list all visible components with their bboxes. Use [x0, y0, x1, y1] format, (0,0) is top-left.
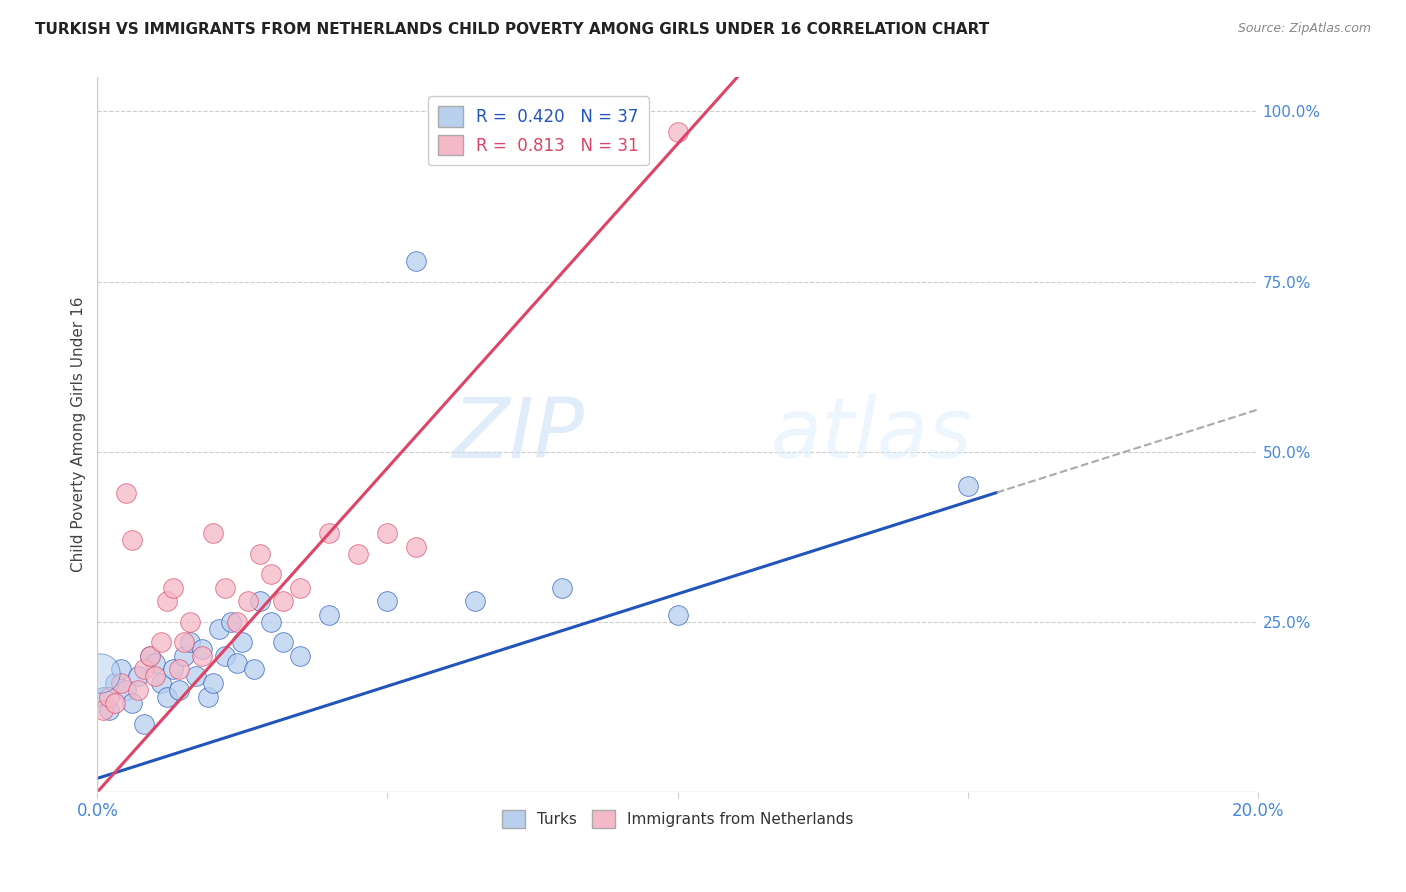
Point	[150, 676, 173, 690]
Point	[97, 703, 120, 717]
Point	[202, 676, 225, 690]
Point	[463, 594, 485, 608]
Point	[550, 581, 572, 595]
Point	[271, 635, 294, 649]
Point	[179, 615, 201, 629]
Point	[127, 669, 149, 683]
Point	[150, 635, 173, 649]
Point	[202, 526, 225, 541]
Point	[318, 526, 340, 541]
Point	[290, 581, 312, 595]
Point	[214, 648, 236, 663]
Point	[156, 594, 179, 608]
Point	[145, 656, 167, 670]
Point	[184, 669, 207, 683]
Point	[238, 594, 260, 608]
Point	[249, 594, 271, 608]
Point	[156, 690, 179, 704]
Point	[121, 697, 143, 711]
Point	[214, 581, 236, 595]
Point	[121, 533, 143, 548]
Point	[167, 682, 190, 697]
Text: ZIP: ZIP	[453, 394, 585, 475]
Point	[225, 615, 247, 629]
Point	[115, 485, 138, 500]
Point	[132, 717, 155, 731]
Point	[110, 676, 132, 690]
Point	[104, 697, 127, 711]
Point	[97, 690, 120, 704]
Point	[666, 607, 689, 622]
Text: Source: ZipAtlas.com: Source: ZipAtlas.com	[1237, 22, 1371, 36]
Point	[377, 526, 399, 541]
Point	[127, 682, 149, 697]
Point	[666, 125, 689, 139]
Point	[91, 703, 114, 717]
Point	[318, 607, 340, 622]
Point	[956, 479, 979, 493]
Point	[138, 648, 160, 663]
Point	[110, 663, 132, 677]
Point	[191, 648, 214, 663]
Y-axis label: Child Poverty Among Girls Under 16: Child Poverty Among Girls Under 16	[72, 297, 86, 573]
Point	[249, 547, 271, 561]
Text: TURKISH VS IMMIGRANTS FROM NETHERLANDS CHILD POVERTY AMONG GIRLS UNDER 16 CORREL: TURKISH VS IMMIGRANTS FROM NETHERLANDS C…	[35, 22, 990, 37]
Point	[179, 635, 201, 649]
Point	[173, 648, 195, 663]
Point	[231, 635, 253, 649]
Point	[271, 594, 294, 608]
Point	[89, 665, 111, 680]
Point	[91, 690, 114, 704]
Point	[405, 254, 427, 268]
Point	[243, 663, 266, 677]
Point	[225, 656, 247, 670]
Point	[162, 581, 184, 595]
Text: atlas: atlas	[770, 394, 972, 475]
Point	[260, 567, 283, 582]
Point	[162, 663, 184, 677]
Point	[219, 615, 242, 629]
Point	[260, 615, 283, 629]
Point	[208, 622, 231, 636]
Point	[132, 663, 155, 677]
Point	[290, 648, 312, 663]
Point	[104, 676, 127, 690]
Point	[167, 663, 190, 677]
Point	[191, 642, 214, 657]
Point	[145, 669, 167, 683]
Point	[197, 690, 219, 704]
Point	[138, 648, 160, 663]
Point	[377, 594, 399, 608]
Point	[405, 540, 427, 554]
Legend: Turks, Immigrants from Netherlands: Turks, Immigrants from Netherlands	[495, 804, 859, 834]
Point	[173, 635, 195, 649]
Point	[115, 682, 138, 697]
Point	[347, 547, 370, 561]
